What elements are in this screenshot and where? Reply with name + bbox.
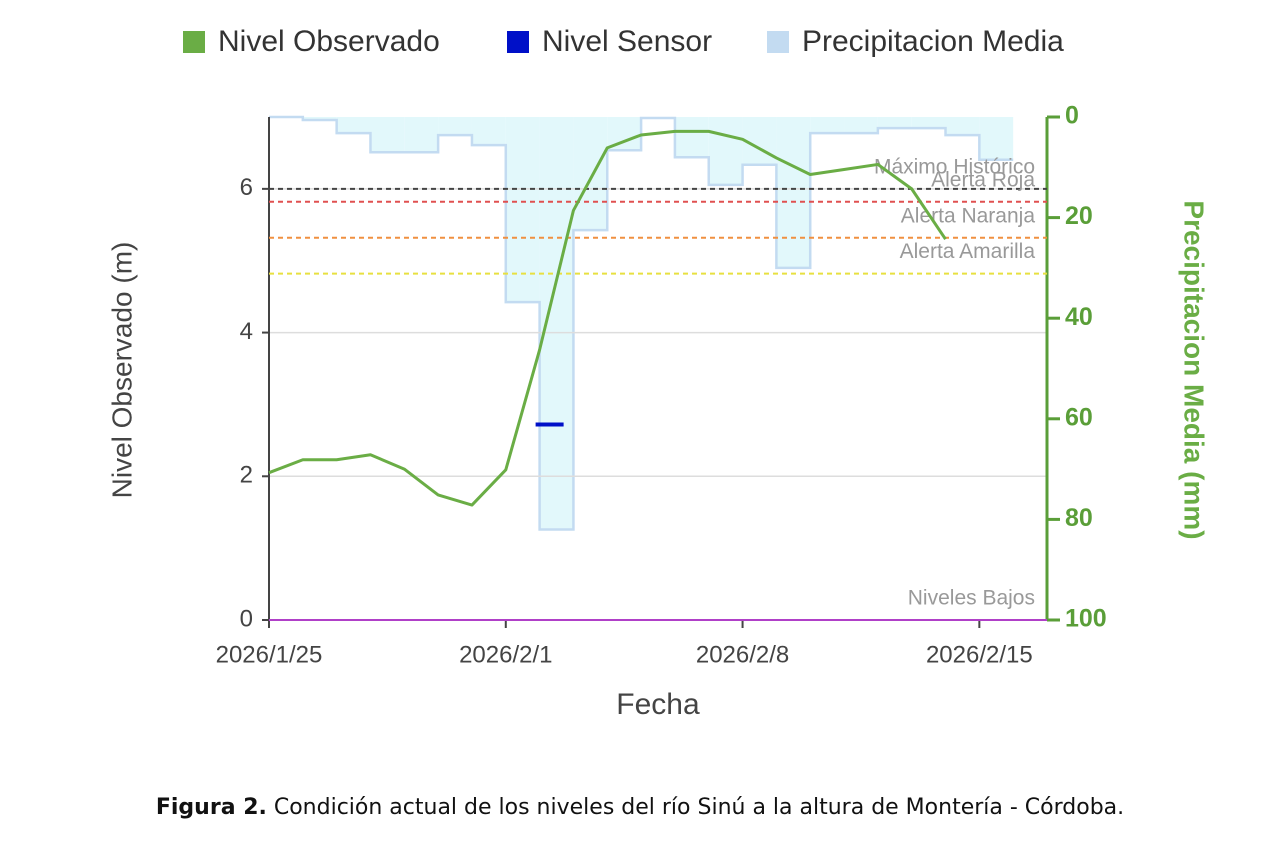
precip-bar xyxy=(438,117,472,136)
threshold-label: Niveles Bajos xyxy=(908,587,1035,610)
y-axis-title: Nivel Observado (m) xyxy=(106,242,137,499)
precip-bar xyxy=(708,117,743,185)
y2-tick-label: 0 xyxy=(1065,102,1079,130)
legend-label: Precipitacion Media xyxy=(802,25,1064,58)
precip-bar xyxy=(471,117,506,146)
threshold-label: Máximo Histórico xyxy=(874,155,1035,178)
x-tick-label: 2026/1/25 xyxy=(216,641,323,668)
legend-label: Nivel Observado xyxy=(218,25,440,58)
precip-bar xyxy=(945,117,980,136)
precip-bar xyxy=(810,117,845,134)
x-tick-label: 2026/2/8 xyxy=(696,641,789,668)
precip-bar xyxy=(505,117,540,303)
y-tick-label: 0 xyxy=(240,605,253,632)
legend-swatch xyxy=(507,31,529,53)
x-axis-title: Fecha xyxy=(616,688,700,721)
threshold-label: Alerta Roja xyxy=(931,168,1035,191)
x-tick-label: 2026/2/1 xyxy=(459,641,552,668)
precip-bar xyxy=(674,117,709,158)
precip-bar xyxy=(844,117,878,134)
y2-tick-label: 80 xyxy=(1065,504,1093,532)
y-tick-label: 2 xyxy=(240,462,253,489)
legend-label: Nivel Sensor xyxy=(542,25,712,58)
precip-bar xyxy=(776,117,811,268)
y2-tick-label: 40 xyxy=(1065,303,1093,331)
threshold-label: Alerta Naranja xyxy=(901,204,1036,227)
caption: Figura 2. Condición actual de los nivele… xyxy=(156,795,1124,820)
y2-tick-label: 20 xyxy=(1065,202,1093,230)
precip-bar xyxy=(404,117,439,153)
x-tick-label: 2026/2/15 xyxy=(926,641,1033,668)
precip-bar xyxy=(877,117,912,129)
legend-swatch xyxy=(767,31,789,53)
level-line xyxy=(268,129,947,507)
caption-text: Condición actual de los niveles del río … xyxy=(274,795,1124,820)
precip-bar xyxy=(336,117,371,134)
y2-tick-label: 100 xyxy=(1065,605,1107,633)
precip-bar xyxy=(911,117,946,129)
legend-swatch xyxy=(183,31,205,53)
y2-axis-title: Precipitacion Media (mm) xyxy=(1179,200,1210,539)
y-tick-label: 6 xyxy=(240,174,253,201)
y-tick-label: 4 xyxy=(240,318,253,345)
precip-bar xyxy=(370,117,405,153)
precip-bar xyxy=(979,117,1014,160)
precip-outline xyxy=(269,115,1014,531)
y2-tick-label: 60 xyxy=(1065,403,1093,431)
caption-label: Figura 2. xyxy=(156,795,267,820)
precip-bar xyxy=(302,117,337,121)
threshold-label: Alerta Amarilla xyxy=(900,240,1036,263)
precip-bar xyxy=(573,117,608,231)
